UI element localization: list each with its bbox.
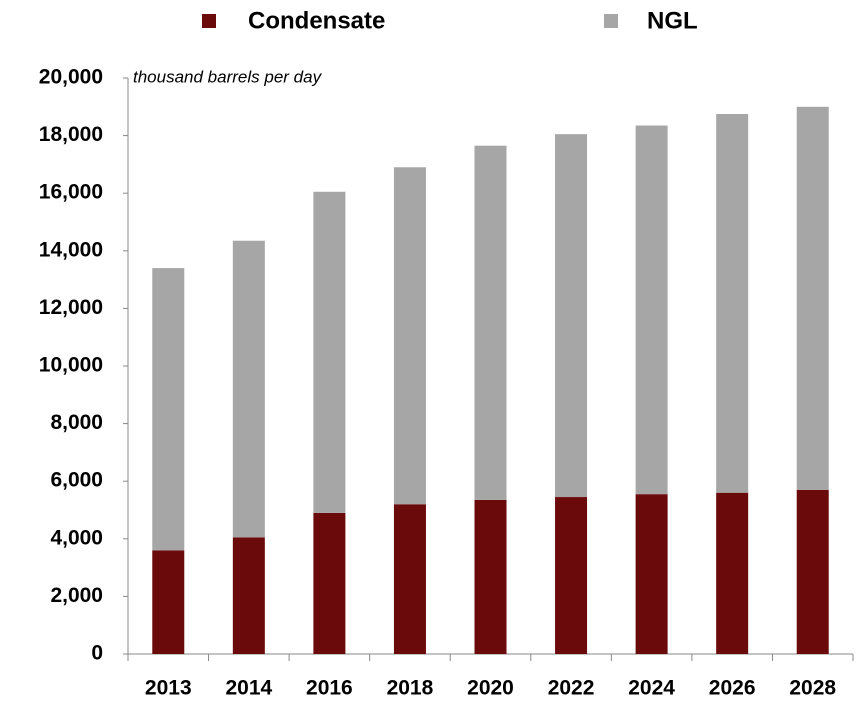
- legend-label: Condensate: [248, 7, 385, 34]
- y-tick-label: 0: [91, 642, 103, 665]
- y-tick-label: 6,000: [50, 469, 103, 492]
- y-axis-label: thousand barrels per day: [133, 67, 323, 86]
- y-tick-label: 10,000: [39, 354, 103, 377]
- x-tick-label: 2024: [628, 677, 675, 700]
- bar-segment: [796, 106, 829, 490]
- bar-segment: [313, 512, 346, 654]
- x-tick-label: 2022: [548, 677, 595, 700]
- legend-swatch: [604, 14, 618, 28]
- y-tick-label: 16,000: [39, 181, 103, 204]
- x-tick-label: 2013: [145, 677, 192, 700]
- bar-segment: [796, 489, 829, 654]
- bar-segment: [152, 550, 185, 654]
- bar-segment: [474, 499, 507, 654]
- bar-segment: [152, 268, 185, 551]
- x-tick-label: 2028: [789, 677, 836, 700]
- bar-segment: [474, 145, 507, 500]
- x-tick-label: 2020: [467, 677, 514, 700]
- y-tick-label: 12,000: [39, 296, 103, 319]
- legend-label: NGL: [647, 7, 698, 34]
- x-tick-label: 2026: [709, 677, 756, 700]
- x-tick-label: 2018: [387, 677, 434, 700]
- bar-segment: [635, 125, 668, 495]
- bar-segment: [232, 240, 265, 538]
- bar-segment: [716, 492, 749, 654]
- bar-segment: [555, 497, 588, 654]
- y-tick-label: 20,000: [39, 66, 103, 89]
- bar-segment: [313, 191, 346, 513]
- bar-segment: [393, 167, 426, 505]
- y-tick-label: 2,000: [50, 584, 103, 607]
- y-tick-label: 14,000: [39, 238, 103, 261]
- bar-segment: [393, 504, 426, 654]
- legend-swatch: [202, 14, 216, 28]
- y-tick-label: 4,000: [50, 526, 103, 549]
- bar-segment: [716, 114, 749, 493]
- bar-segment: [555, 134, 588, 498]
- x-tick-label: 2014: [225, 677, 272, 700]
- x-tick-label: 2016: [306, 677, 353, 700]
- bar-segment: [232, 537, 265, 654]
- y-tick-label: 8,000: [50, 411, 103, 434]
- y-tick-label: 18,000: [39, 123, 103, 146]
- bar-segment: [635, 494, 668, 654]
